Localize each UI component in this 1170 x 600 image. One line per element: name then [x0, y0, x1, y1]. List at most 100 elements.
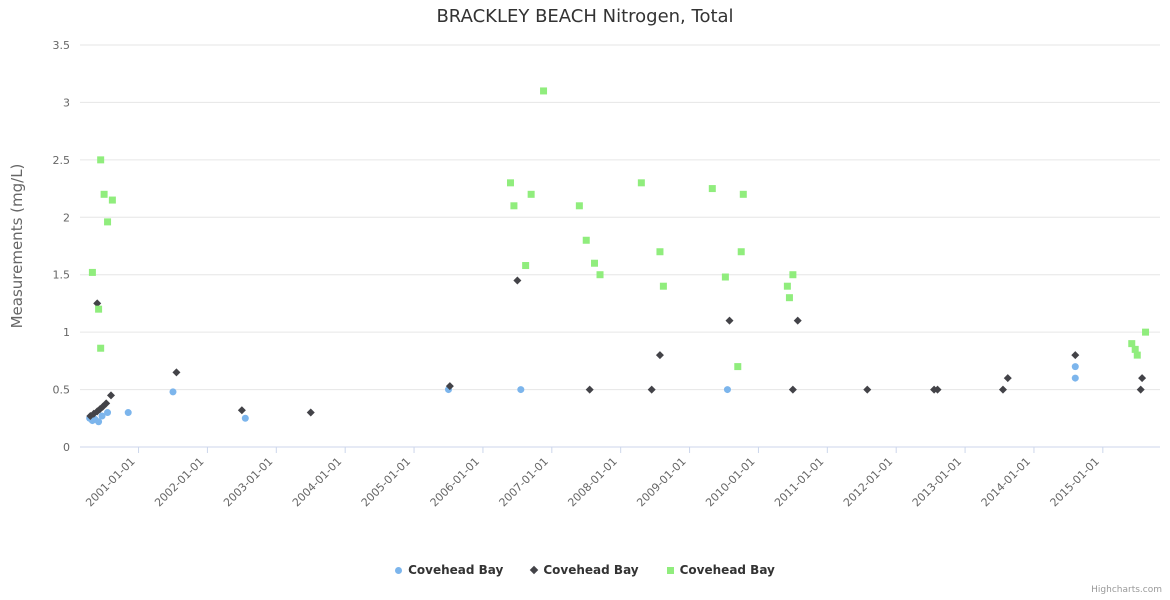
data-point[interactable]	[1131, 345, 1139, 353]
data-point[interactable]	[1003, 374, 1012, 383]
legend-item-covehead-bay-3[interactable]: Covehead Bay	[666, 563, 775, 577]
data-point[interactable]	[241, 414, 249, 422]
data-point[interactable]	[106, 391, 115, 400]
data-point[interactable]	[88, 268, 96, 276]
data-point[interactable]	[169, 388, 177, 396]
data-point[interactable]	[1071, 374, 1079, 382]
data-point[interactable]	[739, 190, 747, 198]
x-tick-label: 2008-01-01	[565, 455, 619, 509]
data-point[interactable]	[655, 351, 664, 360]
data-point[interactable]	[97, 156, 105, 164]
x-tick-label: 2002-01-01	[152, 455, 206, 509]
y-tick-label: 2.5	[53, 154, 71, 167]
data-point[interactable]	[237, 406, 246, 415]
legend-item-covehead-bay-2[interactable]: Covehead Bay	[530, 563, 639, 577]
data-point[interactable]	[1071, 351, 1080, 360]
legend-item-covehead-bay-1[interactable]: Covehead Bay	[395, 563, 503, 577]
data-point[interactable]	[517, 386, 525, 394]
data-point[interactable]	[1136, 385, 1145, 394]
data-point[interactable]	[108, 196, 116, 204]
data-point[interactable]	[100, 190, 108, 198]
data-point[interactable]	[124, 409, 132, 417]
data-point[interactable]	[793, 316, 802, 325]
data-point[interactable]	[172, 368, 181, 377]
x-tick-label: 2009-01-01	[634, 455, 688, 509]
data-point[interactable]	[95, 305, 103, 313]
data-point[interactable]	[1133, 351, 1141, 359]
x-tick-label: 2006-01-01	[428, 455, 482, 509]
data-point[interactable]	[104, 218, 112, 226]
data-point[interactable]	[1142, 328, 1150, 336]
data-point[interactable]	[102, 399, 111, 408]
data-point[interactable]	[104, 409, 112, 417]
data-point[interactable]	[637, 179, 645, 187]
data-point[interactable]	[1128, 340, 1136, 348]
data-point[interactable]	[582, 236, 590, 244]
data-point[interactable]	[659, 282, 667, 290]
data-point[interactable]	[306, 408, 315, 417]
x-tick-label: 2010-01-01	[703, 455, 757, 509]
data-point[interactable]	[522, 262, 530, 270]
data-point[interactable]	[734, 363, 742, 371]
data-point[interactable]	[647, 385, 656, 394]
data-point[interactable]	[1071, 363, 1079, 371]
x-tick-label: 2004-01-01	[290, 455, 344, 509]
legend-marker-circle-icon	[395, 566, 403, 574]
legend-marker-diamond-icon	[530, 565, 539, 575]
data-point[interactable]	[97, 344, 105, 352]
legend-label: Covehead Bay	[543, 563, 639, 577]
data-point[interactable]	[788, 385, 797, 394]
data-point[interactable]	[737, 248, 745, 256]
x-tick-label: 2007-01-01	[497, 455, 551, 509]
x-tick-label: 2005-01-01	[359, 455, 413, 509]
data-point[interactable]	[725, 316, 734, 325]
y-tick-label: 1	[63, 326, 70, 339]
legend-label: Covehead Bay	[679, 563, 775, 577]
data-point[interactable]	[708, 185, 716, 193]
data-point[interactable]	[585, 385, 594, 394]
data-point[interactable]	[863, 385, 872, 394]
scatter-plot: 0 0.5 1 1.5 2 2.5 3 3.5 2001-01-01 2002-01-01 2003…	[8, 39, 1160, 509]
data-point[interactable]	[506, 179, 514, 187]
credits-link[interactable]: Highcharts.com	[1091, 585, 1162, 595]
data-point[interactable]	[95, 418, 103, 426]
data-point[interactable]	[933, 385, 942, 394]
legend-marker-square-icon	[666, 566, 674, 574]
data-point[interactable]	[789, 271, 797, 279]
y-axis-title: Measurements (mg/L)	[8, 164, 26, 329]
y-tick-label: 3	[63, 96, 70, 109]
x-tick-label: 2001-01-01	[83, 455, 137, 509]
data-point[interactable]	[513, 276, 522, 285]
y-tick-label: 1.5	[53, 269, 71, 282]
y-tick-label: 0	[63, 441, 70, 454]
chart-title: BRACKLEY BEACH Nitrogen, Total	[436, 6, 734, 27]
x-tick-label: 2012-01-01	[841, 455, 895, 509]
data-point[interactable]	[445, 382, 454, 391]
legend-label: Covehead Bay	[408, 563, 504, 577]
legend: Covehead Bay Covehead Bay Covehead Bay	[0, 563, 1170, 577]
data-point[interactable]	[540, 87, 548, 95]
x-tick-label: 2011-01-01	[772, 455, 826, 509]
x-tick-label: 2015-01-01	[1048, 455, 1102, 509]
data-point[interactable]	[656, 248, 664, 256]
data-point[interactable]	[591, 259, 599, 267]
y-tick-label: 2	[63, 211, 70, 224]
data-point[interactable]	[596, 271, 604, 279]
data-point[interactable]	[721, 273, 729, 281]
data-point[interactable]	[527, 190, 535, 198]
data-point[interactable]	[510, 202, 518, 210]
y-tick-label: 3.5	[53, 39, 71, 52]
data-point[interactable]	[575, 202, 583, 210]
x-tick-label: 2014-01-01	[979, 455, 1033, 509]
data-point[interactable]	[998, 385, 1007, 394]
x-tick-label: 2003-01-01	[221, 455, 275, 509]
x-tick-label: 2013-01-01	[910, 455, 964, 509]
data-point[interactable]	[1138, 374, 1147, 383]
y-tick-label: 0.5	[53, 384, 71, 397]
data-point[interactable]	[98, 412, 106, 420]
data-point[interactable]	[783, 282, 791, 290]
data-point[interactable]	[723, 386, 731, 394]
data-point[interactable]	[785, 294, 793, 302]
data-point[interactable]	[93, 299, 102, 308]
